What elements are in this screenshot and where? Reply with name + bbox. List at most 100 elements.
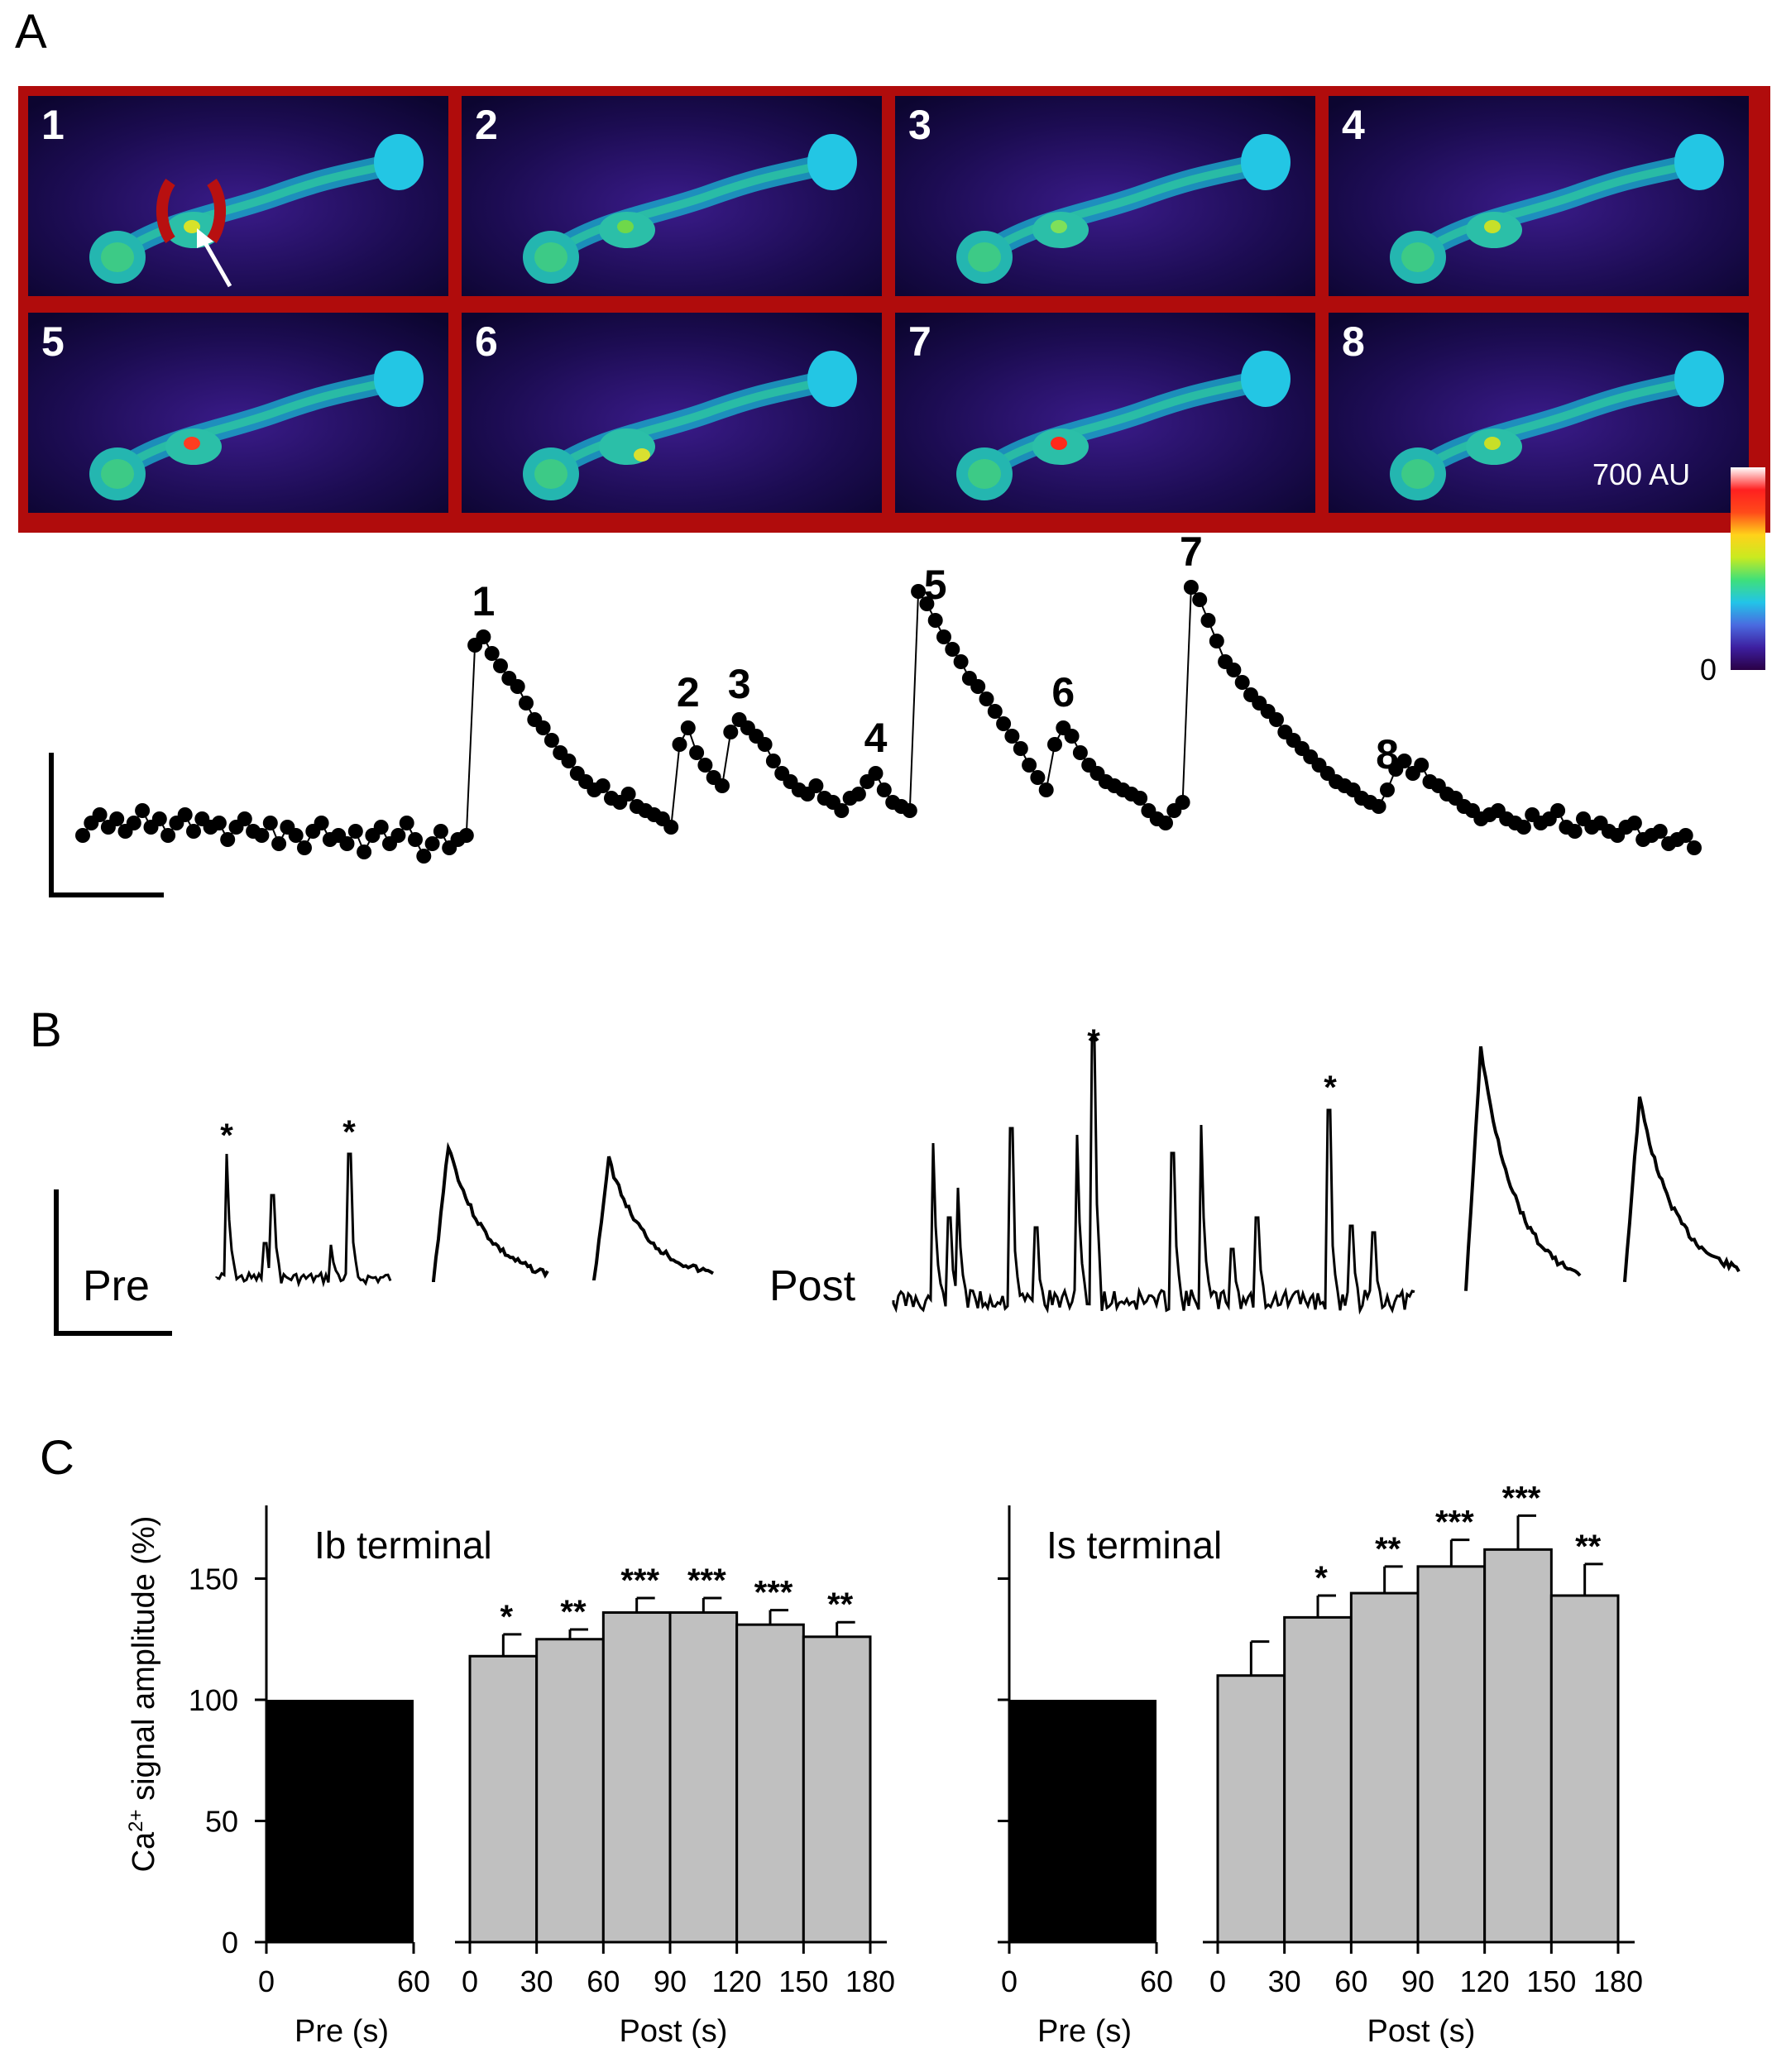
trace-point <box>689 745 705 760</box>
trace-point <box>936 629 951 644</box>
trace-point <box>1626 816 1642 830</box>
trace-point <box>262 816 278 830</box>
trace-point <box>1022 758 1037 773</box>
trace-point <box>408 832 423 847</box>
trace-point <box>1064 729 1080 744</box>
pre-xlabel: Pre (s) <box>295 2014 389 2049</box>
trace-point <box>1652 824 1668 839</box>
trace-point <box>339 836 355 851</box>
trace-point <box>757 737 773 752</box>
trace-point <box>1678 828 1693 843</box>
significance-asterisk: * <box>220 1117 233 1154</box>
trace-point <box>1380 782 1395 797</box>
averaged-transient <box>432 1141 549 1282</box>
tile-number-4: 4 <box>1342 102 1365 148</box>
trace-point <box>953 654 969 669</box>
panel-b-letter: B <box>30 1003 62 1057</box>
tile-number-6: 6 <box>475 318 498 365</box>
significance-label: ** <box>560 1594 587 1630</box>
trace-point <box>1550 803 1566 818</box>
x-tick-label: 120 <box>1460 1964 1510 1998</box>
post-bar <box>1549 1594 1620 1944</box>
significance-label: * <box>500 1599 514 1635</box>
post-bar <box>1483 1548 1553 1944</box>
trace-point <box>1004 729 1020 744</box>
trace-point <box>109 811 125 826</box>
trace-point <box>211 816 227 830</box>
trace-point <box>1209 634 1224 648</box>
tile-number-5: 5 <box>41 318 65 365</box>
post-bar <box>601 1611 672 1944</box>
peak-label-3: 3 <box>728 661 751 707</box>
panel-c-ylabel: Ca2+ signal amplitude (%) <box>125 1516 161 1873</box>
significance-label: *** <box>754 1575 793 1611</box>
x-tick-label: 0 <box>1001 1964 1018 1998</box>
tile-number-1: 1 <box>41 102 65 148</box>
panel-c-letter: C <box>40 1431 74 1485</box>
post-bar <box>802 1635 872 1944</box>
x-tick-label: 90 <box>1401 1964 1434 1998</box>
post-bar <box>468 1654 539 1944</box>
trace-point <box>723 725 739 739</box>
post-bar <box>1283 1615 1353 1944</box>
peak-label-5: 5 <box>924 562 947 608</box>
raw-trace <box>892 1037 1415 1315</box>
x-tick-label: 0 <box>1209 1964 1226 1998</box>
significance-asterisk: * <box>342 1114 356 1151</box>
trace-point <box>1396 754 1412 768</box>
trace-point <box>595 778 611 793</box>
averaged-transient <box>592 1156 715 1280</box>
trace-point <box>390 828 406 843</box>
x-tick-label: 30 <box>1268 1964 1301 1998</box>
post-bar <box>668 1611 739 1944</box>
significance-label: ** <box>1375 1531 1401 1567</box>
trace-point <box>288 828 304 843</box>
roi-marker <box>156 178 227 244</box>
trace-point <box>672 737 687 752</box>
chart-title: Ib terminal <box>314 1524 492 1567</box>
trace-point <box>1175 795 1190 810</box>
post-bar <box>535 1638 605 1944</box>
x-tick-label: 180 <box>1593 1964 1643 1998</box>
trace-point <box>544 733 559 748</box>
pre-xlabel: Pre (s) <box>1037 2014 1132 2049</box>
trace-point <box>1047 737 1062 752</box>
image-tile: 2 <box>462 96 882 296</box>
peak-label-2: 2 <box>677 669 700 715</box>
raw-trace <box>215 1152 392 1288</box>
trace-point <box>808 778 824 793</box>
colorbar-min-label: 0 <box>1700 653 1717 687</box>
y-tick-label: 0 <box>222 1926 238 1960</box>
post-xlabel: Post (s) <box>1367 2014 1476 2049</box>
trace-point <box>876 782 892 797</box>
trace-point <box>663 820 679 835</box>
trace-point <box>177 807 193 822</box>
trace-point <box>484 646 500 661</box>
trace-point <box>220 832 236 847</box>
trace-point <box>1158 816 1173 830</box>
image-tile: 1 <box>28 96 448 296</box>
image-tile: 4 <box>1329 96 1749 296</box>
significance-label: *** <box>1435 1505 1474 1541</box>
x-tick-label: 0 <box>462 1964 478 1998</box>
image-tile: 5 <box>28 313 448 513</box>
pre-bar <box>1009 1700 1156 1942</box>
colorbar-max-label: 700 AU <box>1592 457 1690 491</box>
scale-bar-b <box>54 1189 172 1336</box>
trace-point <box>765 754 781 768</box>
tile-number-2: 2 <box>475 102 498 148</box>
x-tick-label: 60 <box>587 1964 620 1998</box>
trace-point <box>1200 613 1216 628</box>
trace-point <box>680 720 696 735</box>
image-tile: 6 <box>462 313 882 513</box>
trace-point <box>697 758 713 773</box>
image-tile: 3 <box>895 96 1315 296</box>
trace-point <box>75 828 90 843</box>
trace-point <box>151 811 167 826</box>
trace-point <box>1687 840 1702 855</box>
post-bar <box>735 1623 805 1944</box>
trace-point <box>561 754 577 768</box>
